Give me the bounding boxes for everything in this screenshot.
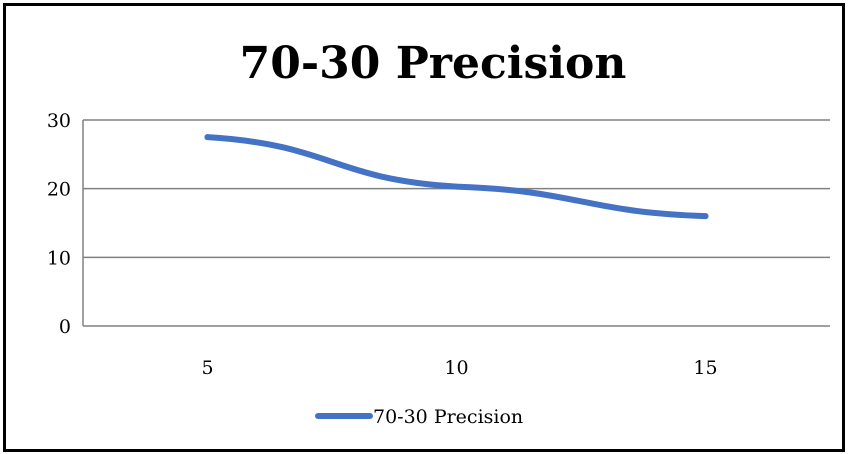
y-tick-label: 0 — [59, 316, 71, 338]
legend: 70-30 Precision — [315, 406, 523, 428]
legend-label: 70-30 Precision — [373, 406, 523, 428]
line-chart: 70-30 Precision 0 10 20 30 5 10 15 70-30 Preci… — [47, 38, 830, 428]
y-tick-label: 20 — [47, 179, 71, 201]
x-tick-label: 5 — [201, 357, 213, 379]
chart-frame: 70-30 Precision 0 10 20 30 5 10 15 70-30 Preci… — [3, 3, 845, 452]
x-tick-label: 15 — [693, 357, 717, 379]
y-tick-label: 10 — [47, 247, 71, 269]
data-point — [204, 134, 211, 141]
x-tick-label: 10 — [444, 357, 468, 379]
series-line — [204, 134, 709, 220]
series-layer — [204, 134, 709, 220]
data-point — [702, 213, 709, 220]
data-point — [453, 183, 460, 190]
axes: 0 10 20 30 5 10 15 — [47, 110, 830, 379]
y-tick-label: 30 — [47, 110, 71, 132]
chart-title: 70-30 Precision — [240, 38, 627, 89]
